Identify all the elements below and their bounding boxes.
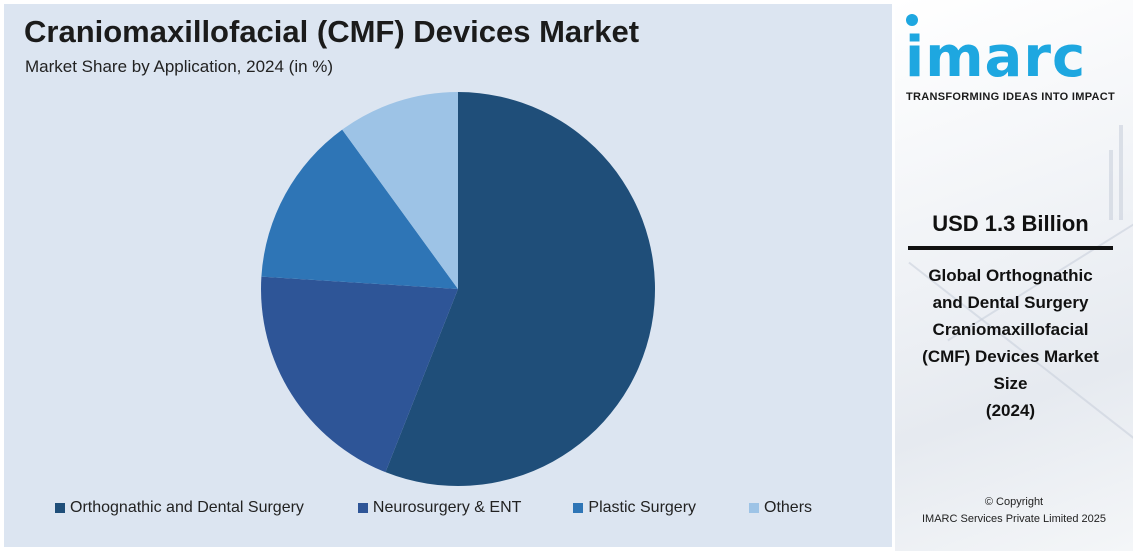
chart-panel: Craniomaxillofacial (CMF) Devices Market… <box>4 4 892 547</box>
legend-item-orthognathic: Orthognathic and Dental Surgery <box>55 499 304 517</box>
pie-slice-others <box>342 92 458 289</box>
legend-item-neurosurgery: Neurosurgery & ENT <box>357 499 522 517</box>
logo-dot <box>906 14 918 26</box>
market-description: Global Orthognathic and Dental Surgery C… <box>908 262 1113 424</box>
chart-legend: Orthognathic and Dental Surgery Neurosur… <box>55 496 812 520</box>
legend-swatch <box>749 503 760 513</box>
legend-label: Neurosurgery & ENT <box>372 499 522 516</box>
legend-label: Others <box>764 499 813 516</box>
legend-label: Plastic Surgery <box>588 499 697 516</box>
pie-slice-plastic-surgery <box>261 129 458 289</box>
decorative-line <box>1109 150 1113 220</box>
info-sidebar <box>895 0 1133 551</box>
market-value: USD 1.3 Billion <box>932 211 1089 236</box>
chart-title: Craniomaxillofacial (CMF) Devices Market <box>24 14 640 49</box>
imarc-logo: imarc <box>905 25 1087 90</box>
description-line: and Dental Surgery <box>932 293 1089 312</box>
description-line: (CMF) Devices Market <box>922 347 1099 366</box>
description-line: Size <box>993 374 1028 393</box>
legend-item-others: Others <box>749 499 812 517</box>
chart-subtitle: Market Share by Application, 2024 (in %) <box>25 57 334 76</box>
copyright-line: IMARC Services Private Limited 2025 <box>921 513 1106 525</box>
copyright-line: © Copyright <box>984 496 1044 508</box>
description-line: Global Orthognathic <box>928 266 1093 285</box>
legend-swatch <box>573 503 584 513</box>
description-line: Craniomaxillofacial <box>932 320 1089 339</box>
copyright: © Copyright IMARC Services Private Limit… <box>895 494 1133 528</box>
brand-tagline: TRANSFORMING IDEAS INTO IMPACT <box>906 91 1116 103</box>
legend-item-plastic-surgery: Plastic Surgery <box>573 499 696 517</box>
pie-slice-orthognathic-and-dental-surgery <box>385 92 656 486</box>
pie-slice-neurosurgery-ent <box>261 276 458 473</box>
pie-chart <box>261 92 656 486</box>
divider <box>908 246 1113 250</box>
legend-swatch <box>357 503 368 513</box>
description-line: (2024) <box>985 401 1036 420</box>
legend-swatch <box>55 503 65 513</box>
legend-label: Orthognathic and Dental Surgery <box>70 499 304 516</box>
decorative-line <box>1119 125 1123 220</box>
